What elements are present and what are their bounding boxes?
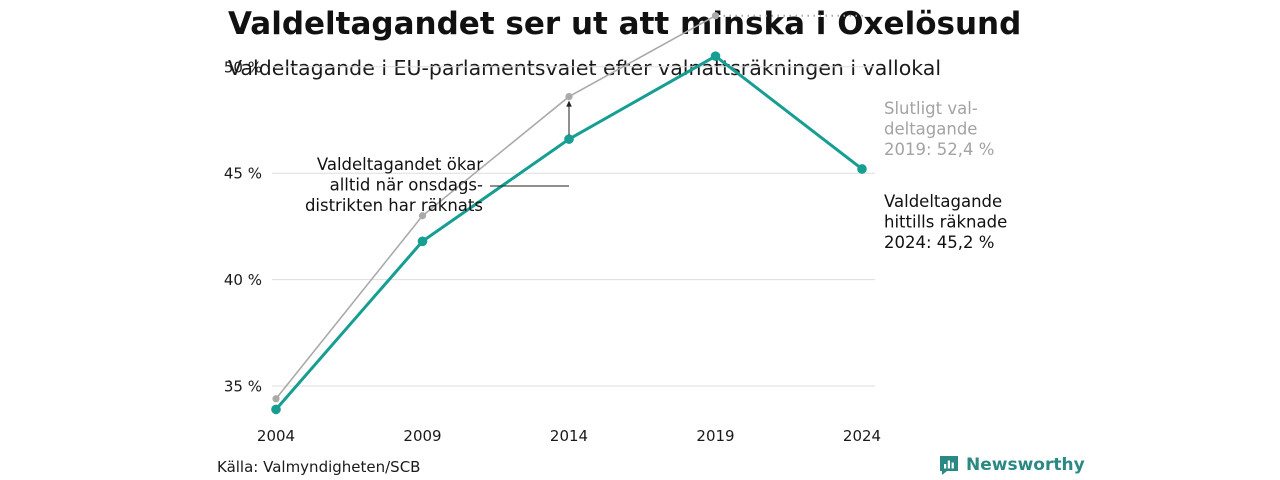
- final-2019-annotation-line: deltagande: [884, 120, 977, 139]
- source-note: Källa: Valmyndigheten/SCB: [217, 458, 421, 476]
- counted-2024-annotation-line: hittills räknade: [884, 213, 1007, 232]
- final-2019-annotation-line: 2019: 52,4 %: [884, 140, 994, 159]
- final-series-line: [275, 15, 716, 400]
- counted-series-point: [857, 164, 867, 174]
- final-2019-annotation-line: Slutligt val-: [884, 99, 978, 118]
- y-tick-label: 45 %: [224, 165, 262, 183]
- wednesday-annotation-line: distrikten har räknats: [305, 196, 483, 215]
- x-tick-label: 2004: [257, 427, 295, 445]
- wednesday-annotation-line: Valdeltagandet ökar: [317, 155, 483, 174]
- counted-series-point: [271, 404, 281, 415]
- annotation-arrowhead: [566, 100, 572, 107]
- wednesday-annotation-line: alltid när onsdags-: [330, 176, 483, 195]
- final-series-point: [272, 395, 280, 403]
- chart-subtitle: Valdeltagande i EU-parlamentsvalet efter…: [228, 56, 942, 80]
- final-series-point: [565, 92, 573, 101]
- final-series-point: [711, 12, 720, 20]
- x-tick-label: 2019: [696, 427, 734, 445]
- x-tick-label: 2014: [550, 427, 588, 445]
- counted-2024-annotation-line: 2024: 45,2 %: [884, 233, 994, 252]
- y-tick-label: 40 %: [224, 271, 262, 289]
- newsworthy-logo-icon: [940, 456, 958, 475]
- x-tick-label: 2024: [843, 427, 881, 445]
- newsworthy-logo: Newsworthy: [938, 454, 1085, 476]
- counted-series-point: [417, 236, 428, 247]
- brand-name: Newsworthy: [966, 455, 1085, 475]
- y-tick-label: 35 %: [224, 378, 262, 396]
- y-tick-label: 50 %: [224, 58, 262, 76]
- x-tick-label: 2009: [403, 427, 441, 445]
- chart-title: Valdeltagandet ser ut att minska i Oxelö…: [228, 6, 1022, 42]
- counted-2024-annotation-line: Valdeltagande: [884, 192, 1002, 211]
- counted-series-point: [710, 51, 721, 61]
- counted-series-point: [564, 134, 574, 144]
- final-series-point: [418, 212, 427, 220]
